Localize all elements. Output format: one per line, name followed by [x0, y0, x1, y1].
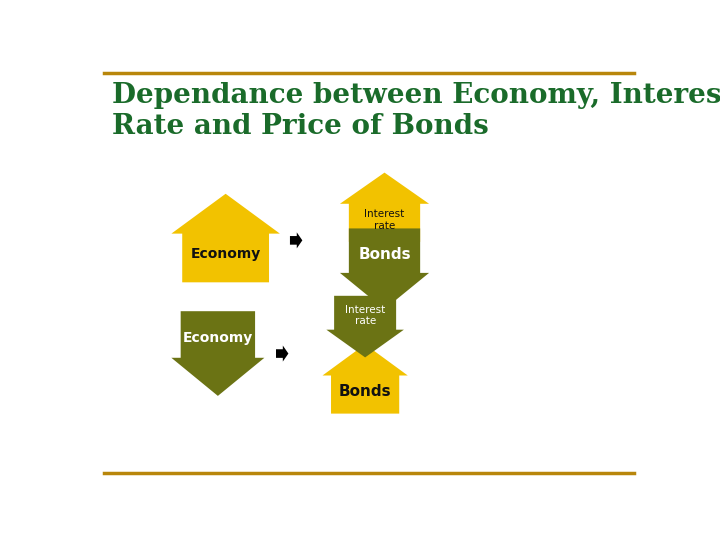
Text: Bonds: Bonds [339, 384, 392, 399]
Text: Rate and Price of Bonds: Rate and Price of Bonds [112, 112, 488, 139]
Polygon shape [171, 311, 264, 396]
Text: Bonds: Bonds [358, 247, 411, 262]
Polygon shape [326, 296, 404, 357]
Text: Economy: Economy [183, 332, 253, 345]
Text: Interest
rate: Interest rate [345, 305, 385, 326]
Polygon shape [340, 228, 429, 309]
Text: Interest
rate: Interest rate [364, 209, 405, 231]
Polygon shape [323, 345, 408, 414]
Polygon shape [290, 232, 302, 248]
Polygon shape [171, 194, 280, 282]
Polygon shape [340, 173, 429, 242]
Polygon shape [276, 346, 289, 362]
Text: Economy: Economy [191, 247, 261, 261]
Text: Dependance between Economy, Interest: Dependance between Economy, Interest [112, 82, 720, 109]
